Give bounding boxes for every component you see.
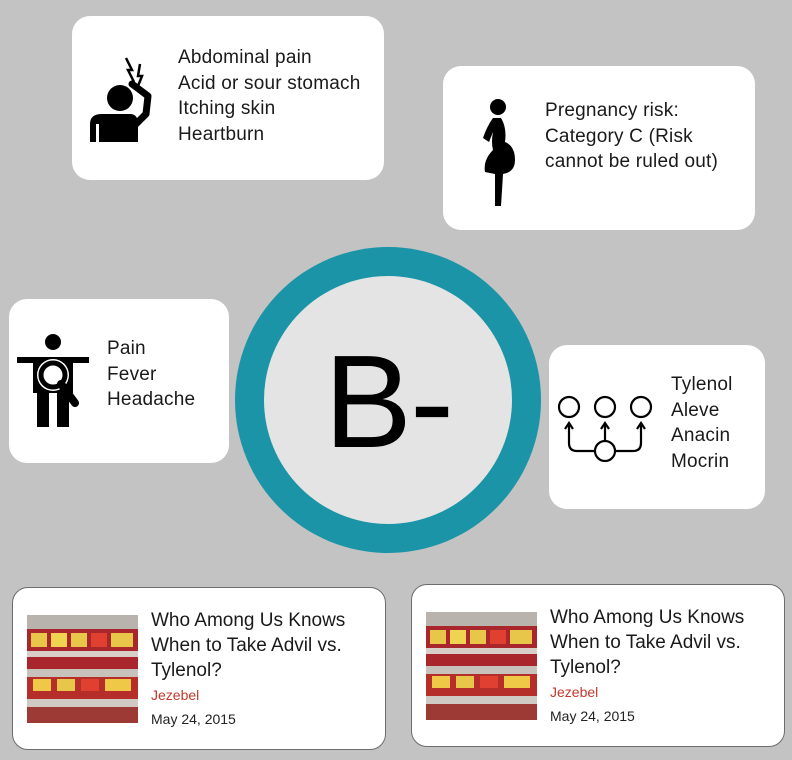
pregnancy-line: cannot be ruled out) [545, 151, 719, 172]
news-card[interactable]: Who Among Us Knows When to Take Advil vs… [411, 584, 785, 747]
pregnancy-card: Pregnancy risk: Category C (Risk cannot … [443, 66, 755, 230]
side-effect-item: Acid or sour stomach [178, 72, 361, 94]
news-thumbnail [27, 615, 138, 723]
uses-list: Pain Fever Headache [107, 336, 195, 413]
alternatives-card: Tylenol Aleve Anacin Mocrin [549, 345, 765, 509]
pregnancy-text: Pregnancy risk: Category C (Risk cannot … [545, 98, 718, 175]
side-effect-item: Heartburn [178, 123, 265, 145]
side-effect-item: Abdominal pain [178, 47, 312, 68]
grade-ring: B- [235, 247, 541, 553]
grade-value: B- [324, 328, 454, 475]
pregnancy-line: Category C (Risk [545, 125, 693, 147]
news-date: May 24, 2015 [151, 711, 236, 727]
store-shelf-image [426, 612, 537, 720]
store-shelf-image [27, 615, 138, 723]
news-source: Jezebel [550, 684, 599, 700]
pregnancy-line: Pregnancy risk: [545, 100, 679, 121]
news-title[interactable]: Who Among Us Knows When to Take Advil vs… [550, 607, 745, 678]
news-title[interactable]: Who Among Us Knows When to Take Advil vs… [151, 610, 346, 681]
news-thumbnail [426, 612, 537, 720]
body-diagnosis-icon [17, 334, 89, 427]
pregnant-woman-icon [483, 99, 515, 206]
news-date: May 24, 2015 [550, 708, 635, 724]
alternative-item: Anacin [671, 425, 731, 446]
grade-circle: B- [264, 276, 512, 524]
use-item: Headache [107, 389, 196, 410]
news-source: Jezebel [151, 687, 200, 703]
side-effects-list: Abdominal pain Acid or sour stomach Itch… [178, 45, 360, 147]
alternative-item: Tylenol [671, 374, 733, 395]
use-item: Pain [107, 338, 146, 359]
use-item: Fever [107, 363, 157, 385]
alternative-item: Aleve [671, 399, 720, 421]
alternative-item: Mocrin [671, 450, 730, 472]
side-effects-card: Abdominal pain Acid or sour stomach Itch… [72, 16, 384, 180]
head-pain-icon [90, 57, 152, 142]
news-card[interactable]: Who Among Us Knows When to Take Advil vs… [12, 587, 386, 750]
side-effect-item: Itching skin [178, 98, 276, 119]
uses-card: Pain Fever Headache [9, 299, 229, 463]
alternatives-list: Tylenol Aleve Anacin Mocrin [671, 372, 733, 474]
alternatives-network-icon [557, 395, 653, 463]
